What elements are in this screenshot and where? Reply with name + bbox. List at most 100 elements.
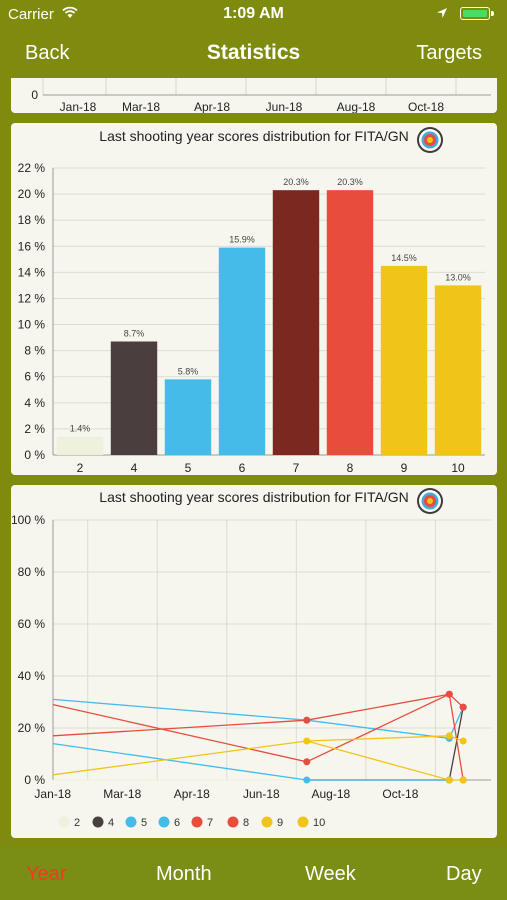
series-line-6 [52, 698, 464, 740]
series-line-8 [52, 693, 464, 781]
line-chart-panel: Last shooting year scores distribution f… [11, 485, 497, 838]
series-line-10 [306, 740, 464, 781]
previous-chart-x-tick: Jan-18 [60, 100, 97, 113]
series-point-7 [303, 758, 311, 766]
line-chart-x-tick: Apr-18 [174, 787, 210, 801]
legend-marker-2 [58, 816, 70, 828]
tab-week[interactable]: Week [305, 863, 356, 885]
legend-marker-10 [297, 816, 309, 828]
legend-label: 2 [74, 817, 80, 829]
navigation-bar: Back Statistics Targets [0, 28, 507, 78]
battery-icon [460, 7, 494, 20]
line-chart-x-tick: Jan-18 [34, 787, 71, 801]
bar-chart-x-tick: 5 [185, 461, 192, 475]
tab-year[interactable]: Year [26, 863, 67, 885]
bar-chart-panel: Last shooting year scores distribution f… [11, 123, 497, 475]
bar-chart-y-tick: 22 % [18, 161, 46, 175]
legend-marker-4 [92, 816, 104, 828]
previous-chart-x-tick: Apr-18 [194, 100, 230, 113]
series-line-4 [306, 707, 464, 781]
bar-data-label: 20.3% [283, 177, 309, 187]
series-line-9 [52, 735, 464, 776]
series-point-7 [459, 703, 467, 711]
clock: 1:09 AM [223, 5, 284, 22]
line-chart-x-tick: Aug-18 [312, 787, 351, 801]
bar [326, 190, 374, 455]
series-point-10 [459, 776, 467, 784]
legend-label: 10 [313, 817, 325, 829]
bar-chart-x-tick: 10 [451, 461, 465, 475]
bar-chart-title: Last shooting year scores distribution f… [99, 128, 408, 144]
location-icon [437, 8, 447, 18]
legend-label: 9 [277, 817, 283, 829]
status-bar: Carrier 1:09 AM [0, 0, 507, 28]
bar-chart-x-tick: 9 [401, 461, 408, 475]
bar [218, 247, 266, 455]
series-point-8 [303, 716, 311, 724]
tab-month[interactable]: Month [156, 863, 212, 885]
legend-marker-6 [158, 816, 170, 828]
bar-chart-y-tick: 4 % [24, 396, 45, 410]
series-point-10 [445, 776, 453, 784]
bar-chart-y-tick: 2 % [24, 422, 45, 436]
line-chart-x-tick: Mar-18 [103, 787, 141, 801]
line-chart-y-tick: 40 % [18, 669, 46, 683]
legend-marker-9 [261, 816, 273, 828]
bar-chart-y-tick: 18 % [18, 213, 46, 227]
bar-chart-y-tick: 16 % [18, 239, 46, 253]
series-line-7 [52, 693, 464, 763]
bar-chart-x-tick: 2 [77, 461, 84, 475]
wifi-icon [62, 6, 78, 18]
bar-data-label: 14.5% [391, 253, 417, 263]
legend-marker-8 [227, 816, 239, 828]
bar-data-label: 13.0% [445, 272, 471, 282]
bar-chart-x-tick: 8 [347, 461, 354, 475]
line-chart-y-tick: 80 % [18, 565, 46, 579]
bar [434, 285, 482, 455]
bar-chart-y-tick: 10 % [18, 318, 46, 332]
legend-marker-5 [125, 816, 137, 828]
page-title: Statistics [206, 41, 301, 64]
bar-chart-y-tick: 12 % [18, 291, 46, 305]
bar-data-label: 8.7% [124, 329, 145, 339]
bar-chart-y-tick: 20 % [18, 187, 46, 201]
line-chart-y-tick: 0 % [24, 773, 45, 787]
line-chart-x-tick: Jun-18 [243, 787, 280, 801]
previous-chart: 0 Jan-18 Mar-18 Apr-18 Jun-18 Aug-18 Oct-18 [31, 78, 491, 113]
bar-data-label: 5.8% [178, 366, 199, 376]
target-icon [417, 127, 443, 153]
back-button[interactable]: Back [25, 42, 70, 64]
bar [272, 190, 320, 455]
previous-chart-x-tick: Aug-18 [337, 100, 376, 113]
bar [164, 379, 212, 455]
legend-label: 7 [207, 817, 213, 829]
bar-data-label: 1.4% [70, 424, 91, 434]
legend-label: 8 [243, 817, 249, 829]
previous-chart-x-tick: Mar-18 [122, 100, 160, 113]
bar-chart-y-tick: 0 % [24, 448, 45, 462]
bar-data-label: 15.9% [229, 235, 255, 245]
series-point-9 [459, 737, 467, 745]
bar [56, 436, 104, 455]
bar [110, 341, 158, 455]
line-chart-x-tick: Oct-18 [382, 787, 418, 801]
legend-label: 5 [141, 817, 147, 829]
legend-marker-7 [191, 816, 203, 828]
bar [380, 265, 428, 455]
tab-day[interactable]: Day [446, 863, 482, 885]
bar-chart: Last shooting year scores distribution f… [18, 127, 485, 475]
tab-bar: Year Month Week Day [0, 847, 507, 900]
target-icon [417, 488, 443, 514]
line-chart-y-tick: 20 % [18, 721, 46, 735]
bar-chart-y-tick: 6 % [24, 370, 45, 384]
bar-chart-x-tick: 6 [239, 461, 246, 475]
bar-chart-x-tick: 4 [131, 461, 138, 475]
targets-button[interactable]: Targets [416, 42, 482, 64]
series-point-5 [303, 776, 311, 784]
series-point-9 [445, 732, 453, 740]
line-chart-title: Last shooting year scores distribution f… [99, 489, 408, 505]
line-chart-y-tick: 100 % [11, 513, 45, 527]
previous-chart-y-zero: 0 [31, 88, 38, 102]
previous-chart-x-tick: Oct-18 [408, 100, 444, 113]
bar-chart-y-tick: 8 % [24, 344, 45, 358]
